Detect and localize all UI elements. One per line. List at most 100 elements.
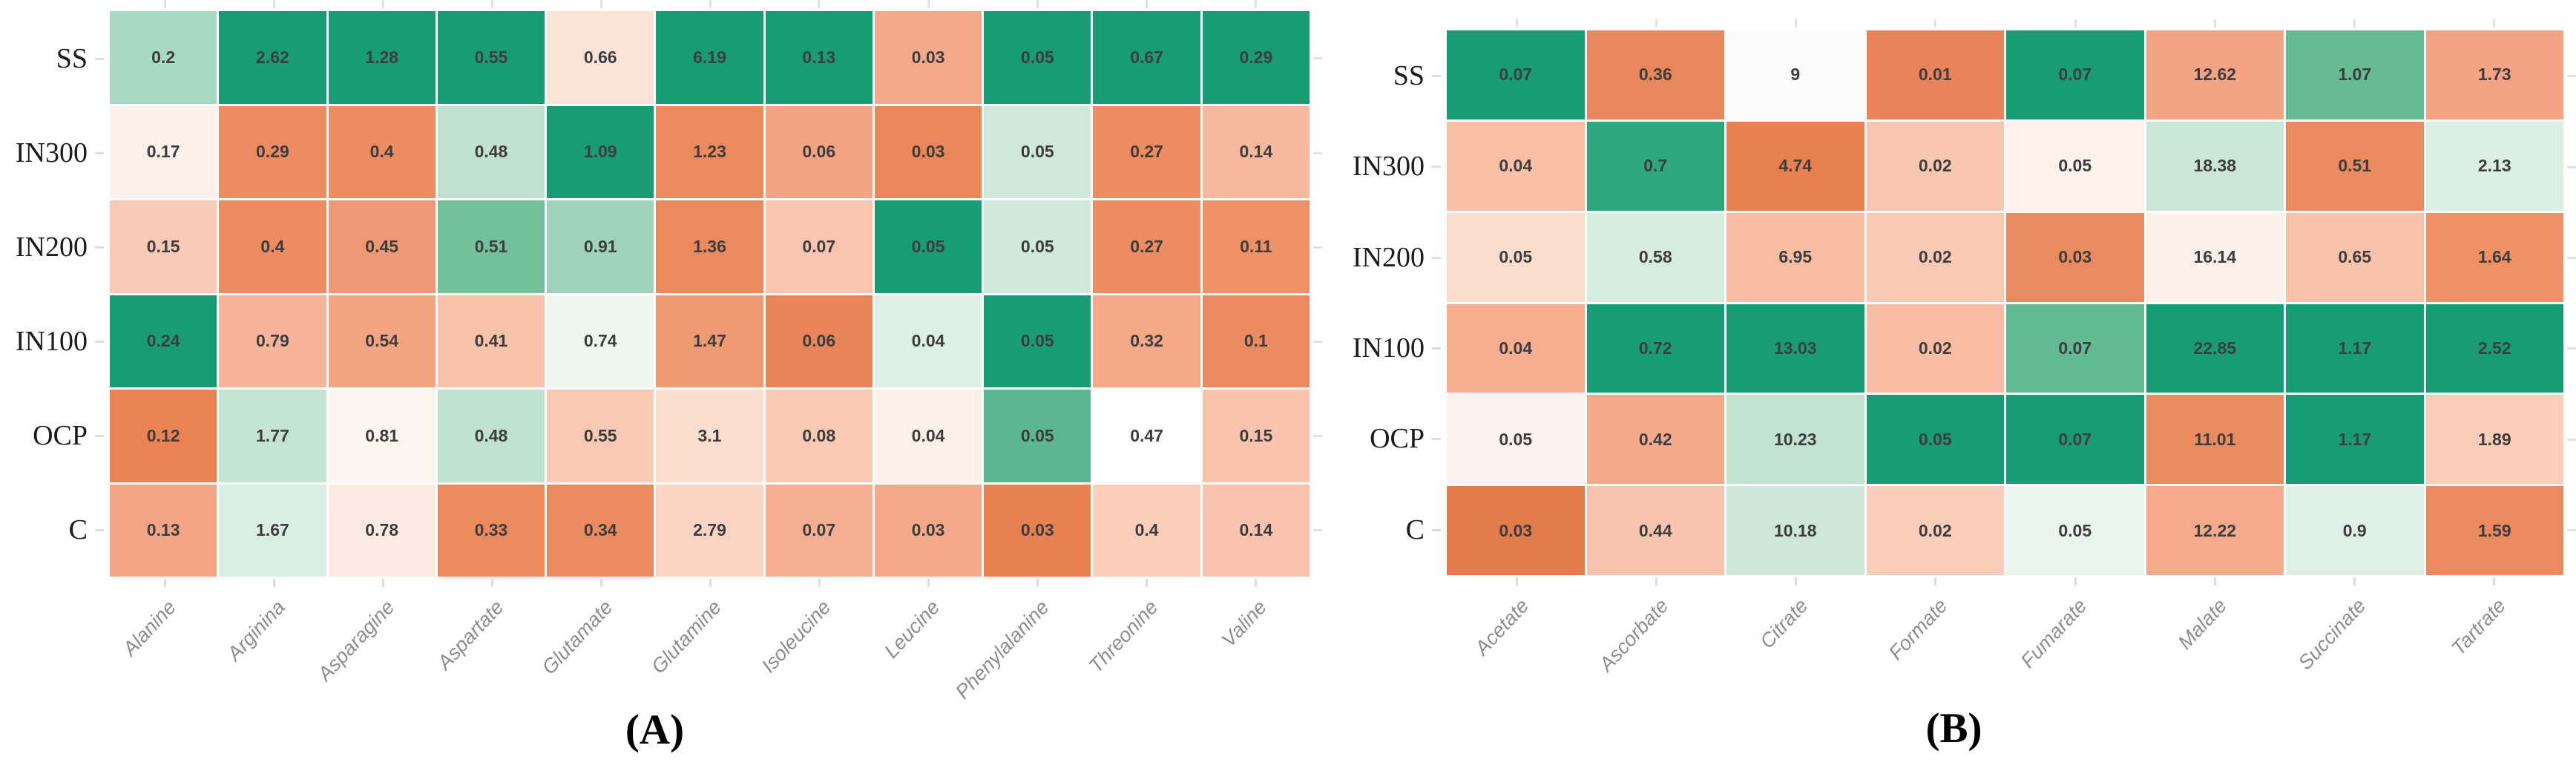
cell-value: 0.11 xyxy=(1240,236,1272,256)
cell-value: 0.02 xyxy=(1918,520,1952,540)
cell-value: 0.17 xyxy=(146,142,180,162)
row-label: OCP xyxy=(0,388,110,482)
heatmap-cell: 0.04 xyxy=(874,295,982,387)
cell-value: 0.55 xyxy=(474,47,508,67)
axis-tick xyxy=(1516,19,1519,27)
heatmap-body: SS IN300 IN200 IN100 OCP C 0.07 0.36 9 0.01 0.07 12… xyxy=(1344,19,2576,575)
cell-value: 0.29 xyxy=(256,142,289,162)
heatmap-panel-b: SS IN300 IN200 IN100 OCP C 0.07 0.36 9 0.01 0.07 12… xyxy=(1344,0,2576,752)
cell-value: 0.66 xyxy=(583,47,617,67)
column-label-slot: Citrate xyxy=(1726,575,1865,694)
cell-value: 18.38 xyxy=(2193,156,2237,176)
heatmap-cell: 0.72 xyxy=(1586,304,1724,393)
heatmap-cell: 0.06 xyxy=(765,295,873,387)
heatmap-cell: 0.05 xyxy=(874,200,982,293)
heatmap-cell: 0.06 xyxy=(765,105,873,198)
heatmap-cell: 0.2 xyxy=(110,11,217,104)
heatmap-cell: 0.78 xyxy=(328,484,436,577)
heatmap-cell: 1.17 xyxy=(2286,395,2424,485)
cell-value: 0.05 xyxy=(1020,331,1054,351)
heatmap-cell: 9 xyxy=(1726,30,1864,119)
cell-value: 0.05 xyxy=(1020,236,1054,256)
heatmap-cell: 0.42 xyxy=(1586,395,1724,485)
heatmap-cell: 0.02 xyxy=(1866,304,2004,393)
axis-tick xyxy=(2492,19,2495,27)
heatmap-cell: 0.08 xyxy=(765,390,873,482)
cell-value: 12.62 xyxy=(2193,65,2237,85)
heatmap-cell: 0.01 xyxy=(1866,30,2004,119)
cell-value: 0.02 xyxy=(1918,247,1952,267)
heatmap-cell: 0.91 xyxy=(547,200,654,293)
heatmap-cell: 1.59 xyxy=(2425,486,2563,575)
heatmap-cell: 18.38 xyxy=(2146,121,2284,211)
cell-value: 0.04 xyxy=(911,425,945,445)
heatmap-cell: 0.03 xyxy=(1447,486,1585,575)
heatmap-cell: 0.05 xyxy=(2006,486,2144,575)
heatmap-cell: 0.81 xyxy=(328,390,436,482)
column-label: Isoleucine xyxy=(757,596,835,678)
column-label: Leucine xyxy=(879,596,944,663)
cell-value: 0.08 xyxy=(802,425,836,445)
heatmap-cell: 0.15 xyxy=(1202,390,1310,482)
axis-tick xyxy=(927,0,930,8)
heatmap-cell: 0.14 xyxy=(1202,105,1310,198)
cell-value: 0.03 xyxy=(1020,520,1054,540)
axis-tick xyxy=(818,0,821,8)
heatmap-cell: 0.03 xyxy=(874,105,982,198)
axis-tick xyxy=(1313,528,1322,531)
heatmap-cell: 0.51 xyxy=(437,200,545,293)
heatmap-cell: 0.65 xyxy=(2286,212,2424,302)
heatmap-cell: 0.02 xyxy=(1866,121,2004,211)
axis-tick xyxy=(1036,0,1039,8)
cell-value: 0.48 xyxy=(474,142,508,162)
heatmap-cell: 0.13 xyxy=(110,484,217,577)
column-label: Citrate xyxy=(1755,594,1813,653)
heatmap-cell: 0.03 xyxy=(2006,212,2144,302)
heatmap-cell: 13.03 xyxy=(1726,304,1864,393)
cell-value: 0.14 xyxy=(1239,520,1273,540)
heatmap-cell: 0.34 xyxy=(547,484,654,577)
cell-value: 1.73 xyxy=(2477,65,2511,85)
cell-value: 0.03 xyxy=(2058,247,2092,267)
column-label-slot: Fumarate xyxy=(2005,575,2145,694)
cell-value: 0.81 xyxy=(365,425,399,445)
heatmap-cell: 0.05 xyxy=(2006,121,2144,211)
cell-value: 0.1 xyxy=(1243,331,1268,351)
cell-value: 0.24 xyxy=(146,331,180,351)
heatmap-cell: 0.27 xyxy=(1093,200,1200,293)
cell-value: 1.28 xyxy=(365,47,399,67)
cell-value: 0.06 xyxy=(802,142,836,162)
cell-value: 0.51 xyxy=(474,236,508,256)
cell-value: 0.07 xyxy=(2058,65,2092,85)
cell-value: 6.19 xyxy=(693,47,726,67)
heatmap-cell: 0.66 xyxy=(547,11,654,104)
cell-value: 0.03 xyxy=(911,142,945,162)
column-label: Malate xyxy=(2173,594,2231,654)
row-label: SS xyxy=(0,11,110,105)
cell-value: 0.13 xyxy=(802,47,836,67)
cell-value: 10.23 xyxy=(1773,429,1817,449)
cell-value: 0.29 xyxy=(1239,47,1273,67)
column-label-slot: Leucine xyxy=(873,577,982,695)
axis-tick xyxy=(272,0,275,8)
heatmap-cell: 1.23 xyxy=(656,105,763,198)
heatmap-cell: 0.27 xyxy=(1093,105,1200,198)
row-label: IN100 xyxy=(1344,303,1447,393)
heatmap-cell: 1.09 xyxy=(547,105,654,198)
heatmap-cell: 4.74 xyxy=(1726,121,1864,211)
cell-value: 1.47 xyxy=(693,331,726,351)
column-label-slot: Glutamine xyxy=(648,577,764,695)
column-label-slot: Asparagine xyxy=(313,577,437,695)
row-label: IN300 xyxy=(1344,121,1447,211)
heatmap-cell: 0.15 xyxy=(110,200,217,293)
cell-value: 0.2 xyxy=(151,47,176,67)
cell-value: 0.34 xyxy=(583,520,617,540)
heatmap-cell: 6.95 xyxy=(1726,212,1864,302)
heatmap-cell: 0.07 xyxy=(2006,395,2144,485)
row-label: C xyxy=(1344,485,1447,575)
cell-value: 0.13 xyxy=(146,520,180,540)
axis-tick xyxy=(2567,75,2576,78)
heatmap-cell: 2.52 xyxy=(2425,304,2563,393)
axis-tick xyxy=(1313,340,1322,343)
cell-value: 0.05 xyxy=(1020,47,1054,67)
